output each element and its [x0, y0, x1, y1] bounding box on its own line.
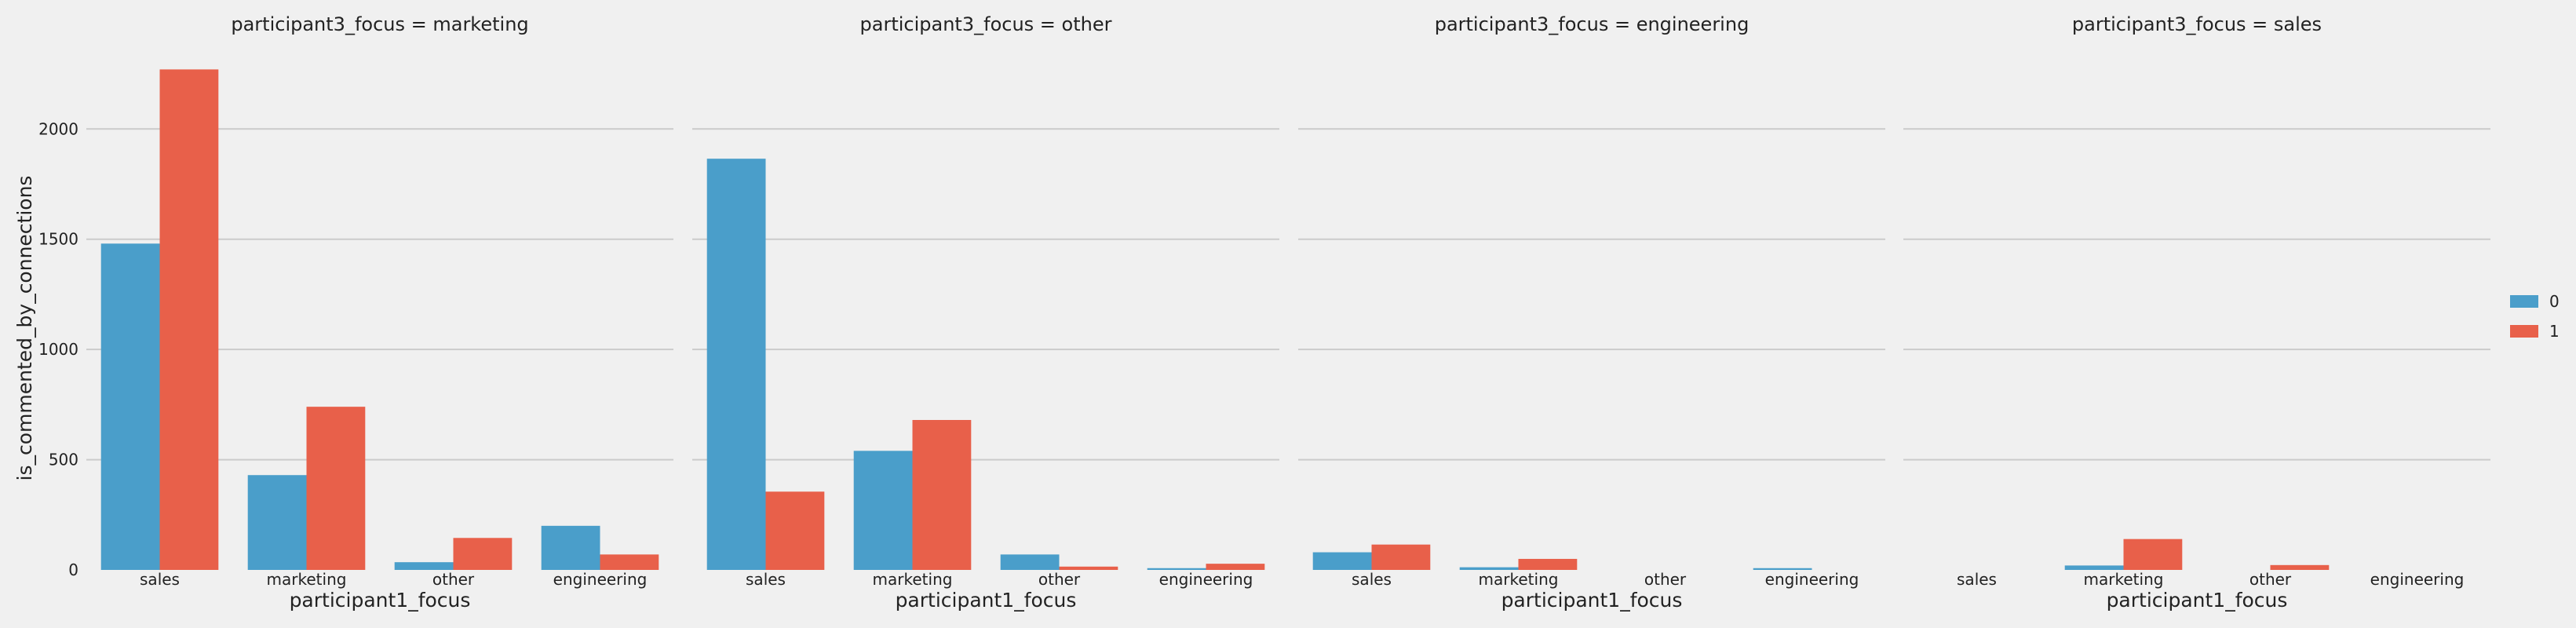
x-tick-label: sales: [140, 570, 180, 589]
bar-other-1: [2270, 564, 2330, 570]
facet-title: participant3_focus = other: [860, 13, 1112, 35]
bar-marketing-0: [1459, 567, 1519, 570]
x-axis-label: participant1_focus: [896, 589, 1077, 612]
y-tick-label: 1500: [38, 230, 78, 249]
x-axis-label: participant1_focus: [2107, 589, 2288, 612]
x-tick-label: marketing: [1479, 570, 1559, 589]
y-axis-label: is_commented_by_connections: [13, 176, 36, 481]
x-tick-label: other: [2249, 570, 2292, 589]
x-tick-label: marketing: [873, 570, 953, 589]
bar-other-0: [1000, 554, 1060, 570]
bar-marketing-1: [1518, 558, 1578, 570]
bar-sales-1: [1371, 544, 1431, 570]
bar-marketing-1: [2123, 539, 2183, 570]
legend-label-1: 1: [2549, 322, 2560, 341]
x-tick-label: sales: [1957, 570, 1997, 589]
x-tick-label: engineering: [2370, 570, 2465, 589]
bar-marketing-1: [306, 407, 366, 570]
bar-sales-1: [765, 491, 825, 570]
x-tick-label: engineering: [1159, 570, 1253, 589]
facet-panel: participant3_focus = other sales marketing…: [692, 13, 1279, 612]
bar-marketing-0: [853, 451, 913, 570]
x-tick-label: other: [432, 570, 475, 589]
x-tick-label: marketing: [2084, 570, 2164, 589]
facets: participant3_focus = marketing 0 500 1000 15…: [38, 13, 2490, 612]
x-axis-label: participant1_focus: [290, 589, 471, 612]
y-tick-label: 1000: [38, 340, 78, 359]
bar-engineering-0: [1753, 568, 1812, 570]
x-tick-label: engineering: [553, 570, 648, 589]
facet-panel: participant3_focus = marketing 0 500 1000 15…: [38, 13, 673, 612]
legend-swatch-1: [2510, 325, 2538, 338]
x-tick-label: sales: [1352, 570, 1392, 589]
x-tick-label: engineering: [1765, 570, 1859, 589]
facet-title: participant3_focus = marketing: [231, 13, 528, 35]
facet-title: participant3_focus = sales: [2072, 13, 2322, 35]
bar-marketing-1: [912, 420, 972, 570]
bar-other-1: [453, 538, 513, 570]
bar-sales-0: [1312, 552, 1372, 570]
bar-marketing-0: [247, 475, 307, 570]
bar-sales-0: [100, 243, 160, 570]
x-tick-label: other: [1038, 570, 1081, 589]
bar-engineering-1: [600, 554, 659, 570]
facet-panel: participant3_focus = sales sales marketing…: [1903, 13, 2490, 612]
y-tick-label: 500: [49, 451, 78, 469]
y-tick-label: 0: [68, 560, 78, 579]
bar-engineering-0: [541, 525, 600, 570]
bar-sales-1: [159, 69, 219, 570]
x-tick-label: other: [1644, 570, 1687, 589]
bar-sales-0: [706, 159, 766, 571]
legend-label-0: 0: [2549, 292, 2560, 311]
bar-engineering-1: [1206, 564, 1265, 570]
bar-marketing-0: [2064, 565, 2124, 570]
bar-other-0: [394, 562, 454, 570]
x-tick-label: sales: [746, 570, 786, 589]
facet-title: participant3_focus = engineering: [1435, 13, 1750, 35]
x-tick-label: marketing: [267, 570, 347, 589]
bar-other-1: [1059, 566, 1118, 570]
x-axis-label: participant1_focus: [1501, 589, 1683, 612]
bar-engineering-0: [1147, 568, 1206, 570]
legend-swatch-0: [2510, 295, 2538, 308]
facet-panel: participant3_focus = engineering sales mar…: [1298, 13, 1885, 612]
y-tick-label: 2000: [38, 119, 78, 138]
legend: 01: [2510, 292, 2560, 341]
